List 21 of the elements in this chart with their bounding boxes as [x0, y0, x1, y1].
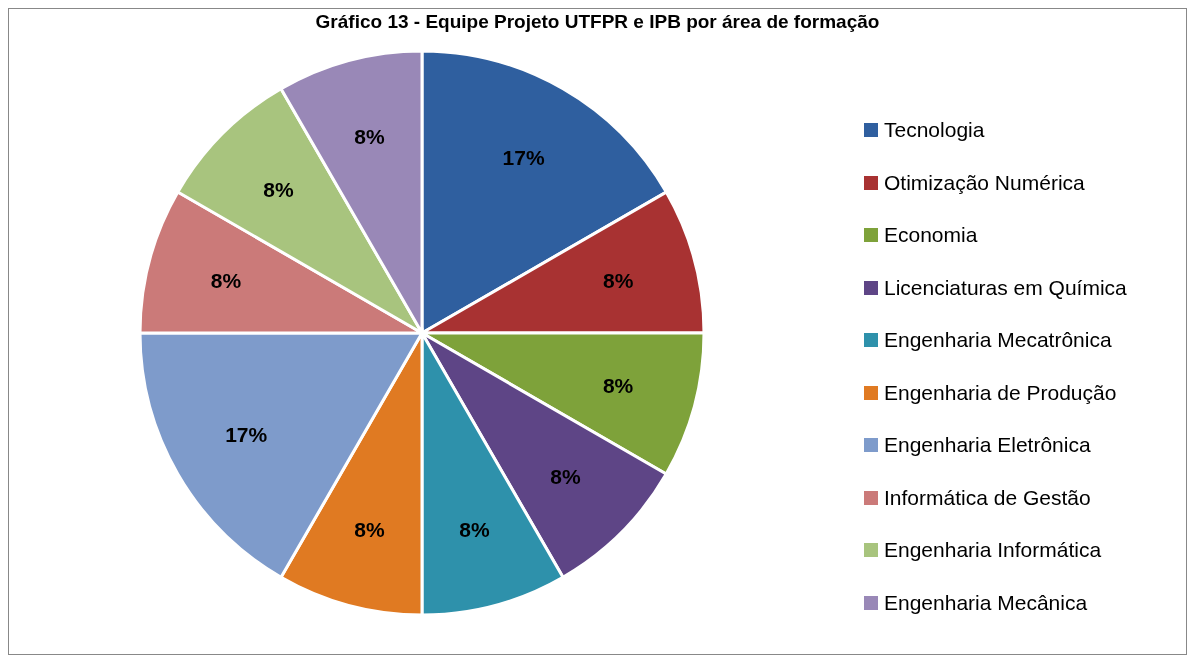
data-label: 8%: [459, 517, 491, 541]
legend-label: Informática de Gestão: [884, 485, 1091, 510]
legend-label: Licenciaturas em Química: [884, 275, 1127, 300]
data-label: 8%: [263, 177, 294, 201]
legend-label: Engenharia Informática: [884, 538, 1102, 563]
data-label: 8%: [354, 125, 385, 149]
data-label: 8%: [210, 268, 242, 292]
legend-label: Economia: [884, 223, 978, 248]
data-label: 8%: [550, 465, 582, 489]
legend-label: Engenharia Mecânica: [884, 590, 1088, 615]
legend-label: Otimização Numérica: [884, 170, 1085, 195]
legend-label: Engenharia Mecatrônica: [884, 328, 1112, 353]
legend-label: Tecnologia: [884, 118, 985, 143]
data-label: 8%: [602, 374, 634, 398]
data-label: 17%: [225, 423, 268, 446]
data-label: 8%: [602, 269, 634, 293]
legend-label: Engenharia Eletrônica: [884, 433, 1091, 458]
legend-label: Engenharia de Produção: [884, 380, 1117, 405]
data-label: 17%: [502, 145, 545, 169]
chart-title: Gráfico 13 - Equipe Projeto UTFPR e IPB por área de formação: [314, 11, 881, 33]
data-label: 8%: [354, 517, 385, 541]
